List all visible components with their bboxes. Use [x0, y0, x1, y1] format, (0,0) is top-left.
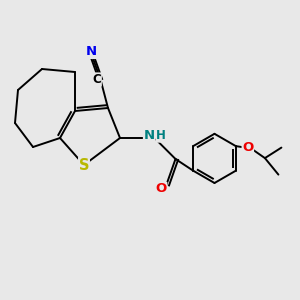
Text: S: S	[79, 158, 89, 172]
Text: H: H	[156, 129, 166, 142]
Text: N: N	[143, 129, 155, 142]
Text: N: N	[86, 45, 97, 58]
Text: O: O	[242, 141, 254, 154]
Text: C: C	[92, 73, 101, 86]
Text: O: O	[155, 182, 167, 196]
